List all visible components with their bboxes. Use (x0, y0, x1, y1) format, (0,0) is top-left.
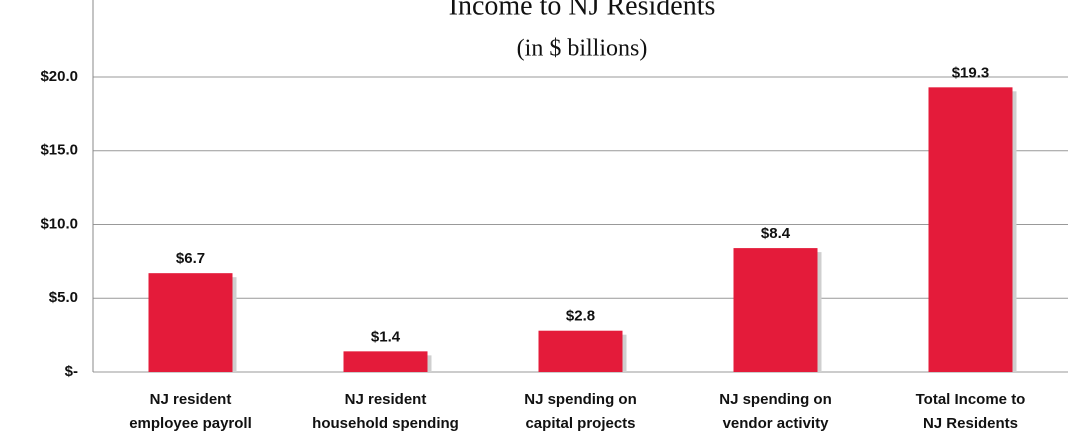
y-tick-label: $15.0 (40, 142, 78, 159)
x-tick-label: Total Income to NJ Residents (915, 391, 1026, 432)
bar (148, 273, 233, 372)
value-label: $2.8 (566, 308, 595, 325)
x-tick-label: NJ resident employee payroll (129, 391, 252, 432)
value-label: $1.4 (371, 328, 401, 345)
x-tick-label: NJ spending on capital projects (524, 391, 637, 432)
chart-title: Income to NJ Residents (449, 0, 716, 21)
value-label: $8.4 (761, 225, 791, 242)
bar (343, 351, 428, 372)
bar (733, 248, 818, 372)
y-tick-label: $10.0 (40, 215, 78, 232)
bar (538, 330, 623, 372)
bar (928, 87, 1013, 372)
y-tick-label: $- (65, 363, 78, 380)
x-tick-label: NJ resident household spending (312, 391, 459, 432)
y-tick-label: $5.0 (49, 289, 78, 306)
value-label: $19.3 (952, 64, 990, 81)
value-label: $6.7 (176, 250, 205, 267)
y-tick-label: $20.0 (40, 68, 78, 85)
chart-subtitle: (in $ billions) (517, 36, 648, 62)
x-tick-label: NJ spending on vendor activity (719, 391, 832, 432)
